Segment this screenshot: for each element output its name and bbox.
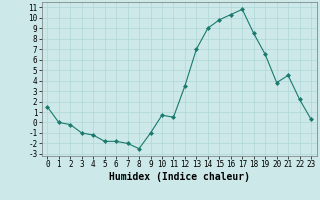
X-axis label: Humidex (Indice chaleur): Humidex (Indice chaleur) (109, 172, 250, 182)
